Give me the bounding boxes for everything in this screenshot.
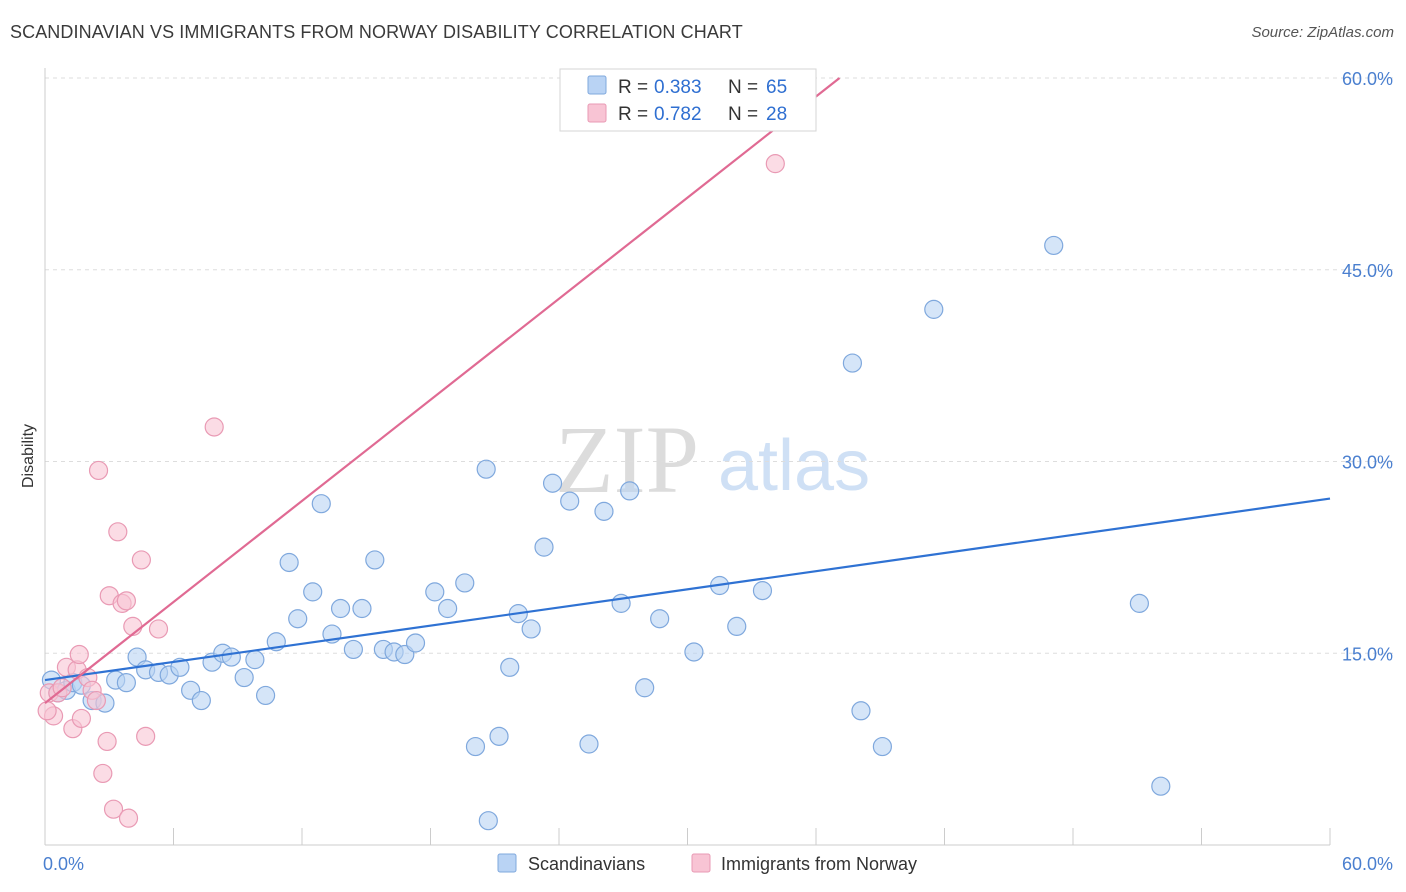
point-scandinavian-59 [842, 353, 863, 373]
point-scandinavian-8 [116, 673, 136, 693]
point-scandinavian-19 [234, 667, 254, 688]
point-scandinavian-26 [311, 494, 331, 514]
point-scandinavian-29 [343, 639, 363, 660]
point-scandinavian-65 [1151, 776, 1171, 796]
legend: R = 0.383 N = 65 R = 0.782 N = 28 [559, 68, 817, 132]
point-scandinavian-54 [684, 642, 704, 662]
trend-line-immigrants-from-norway [44, 77, 841, 704]
legend-n-value-1: 65 [766, 77, 787, 98]
y-tick-labels: 15.0% 30.0% 45.0% 60.0% [1342, 69, 1393, 664]
point-scandinavian-28 [330, 598, 351, 619]
legend-r-value-1: 0.383 [654, 77, 702, 98]
bottom-legend-swatch-immigrants [691, 853, 711, 873]
legend-r-label-1: R = [618, 77, 648, 98]
point-scandinavian-41 [489, 726, 509, 746]
point-scandinavian-25 [303, 582, 323, 602]
y-tick-label-0: 15.0% [1342, 644, 1393, 664]
legend-swatch-immigrants [587, 103, 607, 123]
point-immigrant-22 [131, 550, 151, 570]
point-scandinavian-37 [438, 598, 458, 619]
point-immigrant-26 [37, 701, 57, 721]
point-immigrant-25 [204, 417, 224, 437]
watermark: ZIP atlas [555, 406, 870, 513]
point-scandinavian-62 [924, 299, 944, 319]
point-scandinavian-31 [365, 550, 385, 570]
point-scandinavian-58 [478, 811, 498, 831]
legend-r-value-2: 0.782 [654, 104, 702, 125]
legend-swatch-scandinavians [587, 75, 607, 95]
point-scandinavian-23 [279, 552, 299, 573]
legend-n-label-2: N = [728, 104, 758, 125]
point-scandinavian-46 [542, 473, 563, 493]
legend-n-value-2: 28 [766, 104, 787, 125]
bottom-legend: Scandinavians Immigrants from Norway [497, 853, 917, 874]
chart-source: Source: ZipAtlas.com [1251, 24, 1394, 41]
trend-line-scandinavians [44, 497, 1331, 682]
point-scandinavian-40 [476, 459, 496, 479]
point-immigrant-13 [93, 763, 113, 784]
point-scandinavian-60 [851, 701, 871, 721]
point-scandinavian-30 [352, 598, 372, 619]
x-tick-label-0: 0.0% [43, 854, 84, 874]
y-tick-label-2: 45.0% [1342, 261, 1393, 281]
point-immigrant-17 [108, 522, 128, 542]
point-immigrant-27 [765, 154, 785, 174]
point-scandinavian-13 [170, 657, 190, 677]
point-scandinavian-35 [405, 633, 426, 653]
point-scandinavian-57 [752, 581, 773, 601]
point-scandinavian-61 [872, 736, 892, 757]
legend-r-label-2: R = [618, 104, 648, 125]
y-axis-label: Disability [20, 424, 37, 488]
point-scandinavian-53 [650, 609, 670, 629]
bottom-legend-swatch-scandinavians [497, 853, 517, 873]
point-scandinavian-20 [245, 650, 265, 670]
point-immigrant-24 [148, 619, 169, 639]
point-immigrant-20 [118, 808, 139, 828]
y-tick-label-3: 60.0% [1342, 69, 1393, 89]
bottom-legend-label-scandinavians: Scandinavians [528, 854, 645, 874]
point-scandinavian-24 [288, 609, 308, 629]
point-immigrant-7 [69, 644, 89, 665]
point-scandinavian-21 [255, 685, 276, 706]
point-scandinavian-49 [594, 501, 614, 521]
grid [45, 77, 1395, 654]
chart-title: SCANDINAVIAN VS IMMIGRANTS FROM NORWAY D… [10, 22, 743, 42]
point-immigrant-11 [86, 690, 107, 711]
point-scandinavian-52 [635, 678, 655, 698]
point-scandinavian-47 [560, 491, 580, 511]
point-immigrant-8 [71, 708, 92, 729]
point-scandinavian-36 [425, 582, 445, 602]
point-immigrant-12 [88, 460, 109, 481]
point-immigrant-23 [136, 726, 156, 746]
point-immigrant-14 [97, 731, 117, 752]
point-scandinavian-18 [221, 647, 241, 667]
point-scandinavian-38 [455, 573, 475, 593]
series-scandinavians [41, 235, 1171, 831]
legend-n-label-1: N = [728, 77, 758, 98]
x-tick-labels: 0.0% 60.0% [43, 854, 1393, 874]
x-tick-label-1: 60.0% [1342, 854, 1393, 874]
y-tick-label-1: 30.0% [1342, 453, 1393, 473]
point-scandinavian-63 [1044, 235, 1064, 256]
point-scandinavian-56 [727, 616, 747, 637]
point-scandinavian-64 [1129, 593, 1149, 613]
point-scandinavian-45 [534, 537, 554, 557]
point-scandinavian-51 [620, 481, 640, 501]
point-scandinavian-42 [500, 657, 520, 677]
point-immigrant-16 [103, 799, 124, 819]
series-immigrants-from-norway [37, 154, 785, 828]
trend-lines [44, 77, 1331, 704]
point-scandinavian-15 [191, 690, 211, 711]
bottom-legend-label-immigrants: Immigrants from Norway [721, 854, 917, 874]
point-scandinavian-39 [465, 736, 486, 757]
point-scandinavian-48 [579, 734, 599, 754]
point-scandinavian-44 [521, 619, 541, 639]
watermark-atlas: atlas [718, 426, 870, 506]
point-immigrant-19 [116, 591, 136, 611]
